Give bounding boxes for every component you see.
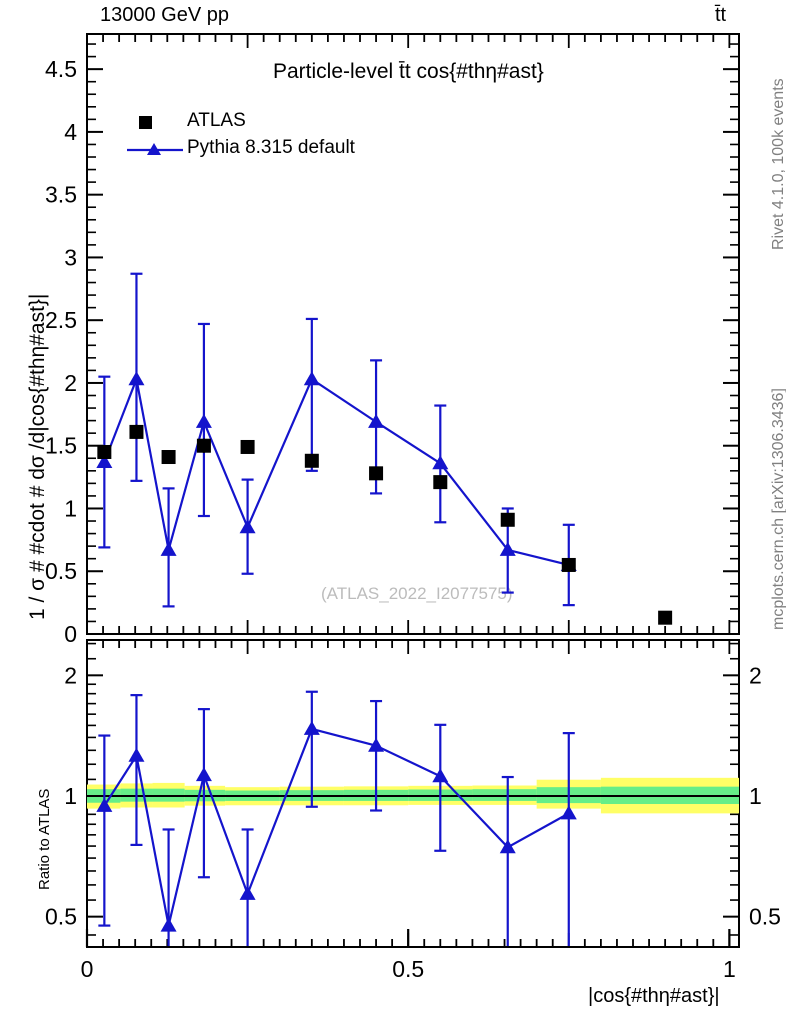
process-label-text: t̄t xyxy=(715,4,727,26)
main-ytick-label: 1.5 xyxy=(45,433,77,459)
atlas-marker xyxy=(433,475,448,490)
atlas-marker xyxy=(129,424,144,439)
pythia-marker xyxy=(96,454,113,469)
main-ytick-label: 2.5 xyxy=(45,307,77,333)
ratio-pythia-marker xyxy=(160,917,177,932)
ratio-ytick-label: 2 xyxy=(64,662,77,688)
ratio-pythia-marker xyxy=(499,839,516,854)
atlas-marker xyxy=(369,466,384,481)
atlas-marker xyxy=(500,512,515,527)
main-ytick-label: 4.5 xyxy=(45,56,77,82)
beam-energy-label: 13000 GeV pp xyxy=(100,4,229,26)
ratio-ytick-label: 1 xyxy=(64,783,77,809)
ratio-pythia-line xyxy=(103,727,570,926)
xaxis-label: |cos{#thη#ast}| xyxy=(588,985,720,1007)
ratio-pythia-marker xyxy=(368,737,385,752)
pythia-marker xyxy=(499,541,516,556)
main-panel-frame xyxy=(86,33,740,635)
ratio-ytick-label: 1 xyxy=(749,783,762,809)
xtick-label: 1 xyxy=(723,956,736,982)
pythia-marker xyxy=(368,413,385,428)
ratio-ytick-label: 2 xyxy=(749,662,762,688)
main-ytick-label: 3.5 xyxy=(45,182,77,208)
pythia-marker xyxy=(432,455,449,470)
pythia-marker xyxy=(160,541,177,556)
atlas-marker xyxy=(196,438,211,453)
square-marker-icon xyxy=(139,116,152,129)
main-ytick-label: 2 xyxy=(64,370,77,396)
main-ytick-label: 1 xyxy=(64,495,77,521)
main-ytick-label: 0 xyxy=(64,621,77,647)
legend-label-atlas: ATLAS xyxy=(187,110,246,131)
pythia-marker xyxy=(239,519,256,534)
pythia-marker xyxy=(303,371,320,386)
ratio-pythia-marker xyxy=(239,885,256,900)
pythia-line xyxy=(103,375,570,567)
ratio-pythia-marker xyxy=(432,768,449,783)
pythia-marker xyxy=(195,413,212,428)
atlas-marker xyxy=(161,450,176,465)
ratio-ytick-label: 0.5 xyxy=(45,904,77,930)
ratio-pythia-marker xyxy=(560,805,577,820)
atlas-marker xyxy=(97,444,112,459)
atlas-marker xyxy=(240,439,255,454)
atlas-marker xyxy=(658,610,673,625)
main-ytick-label: 0.5 xyxy=(45,558,77,584)
ratio-pythia-marker xyxy=(303,720,320,735)
legend-label-pythia: Pythia 8.315 default xyxy=(187,137,355,158)
main-ytick-label: 4 xyxy=(64,119,77,145)
process-label: t̄t xyxy=(715,4,726,27)
xtick-label: 0 xyxy=(81,956,94,982)
xtick-label: 0.5 xyxy=(392,956,424,982)
triangle-line-marker-icon xyxy=(127,143,183,155)
main-ytick-label: 3 xyxy=(64,244,77,270)
pythia-marker xyxy=(128,371,145,386)
ratio-pythia-marker xyxy=(128,747,145,762)
analysis-watermark: (ATLAS_2022_I2077575) xyxy=(321,584,513,603)
atlas-marker xyxy=(561,557,576,572)
atlas-marker xyxy=(304,453,319,468)
main-plot-title: Particle-level t̄t cos{#thη#ast} xyxy=(273,60,544,83)
ratio-ytick-label: 0.5 xyxy=(749,904,781,930)
ratio-pythia-marker xyxy=(195,767,212,782)
ratio-pythia-marker xyxy=(96,797,113,812)
